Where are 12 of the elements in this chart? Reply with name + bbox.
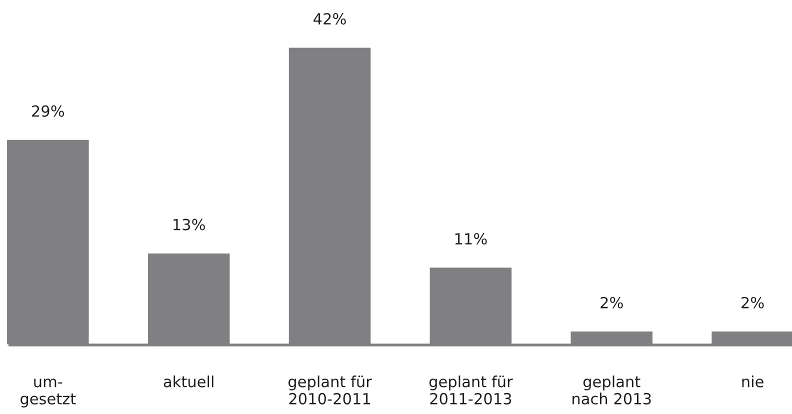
x-tick-label: um- gesetzt bbox=[20, 378, 76, 408]
x-tick-label: nie bbox=[742, 376, 764, 388]
data-label: 2% bbox=[742, 296, 764, 308]
x-tick-label: geplant für 2010-2011 bbox=[288, 376, 372, 404]
x-tick-label: geplant für 2011-2013 bbox=[429, 376, 513, 404]
data-label: 11% bbox=[455, 232, 487, 245]
x-tick-label: aktuell bbox=[164, 376, 214, 388]
data-label: 13% bbox=[174, 218, 205, 230]
data-label: 29% bbox=[32, 105, 64, 117]
data-label: 42% bbox=[314, 13, 346, 25]
x-tick-label: geplant nach 2013 bbox=[572, 376, 651, 404]
data-label: 2% bbox=[600, 296, 623, 308]
